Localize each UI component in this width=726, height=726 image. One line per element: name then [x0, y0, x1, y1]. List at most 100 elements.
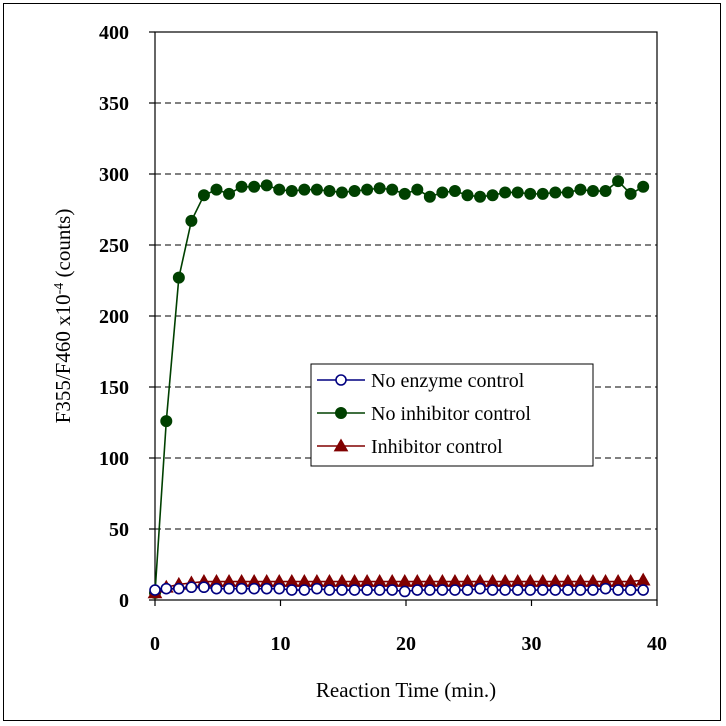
data-point	[499, 584, 511, 596]
data-point	[436, 584, 449, 596]
data-point	[260, 179, 273, 192]
data-point	[562, 584, 574, 596]
y-axis-title-main: F355/F460 x10	[51, 294, 75, 423]
data-point	[411, 183, 424, 196]
data-point	[449, 584, 461, 596]
data-point	[223, 187, 236, 200]
data-point	[386, 584, 398, 596]
legend: No enzyme control No inhibitor control Inh…	[310, 363, 594, 467]
y-tick-label: 0	[119, 590, 129, 612]
x-tick-label: 10	[271, 633, 291, 655]
data-point	[311, 582, 323, 595]
data-point	[285, 185, 298, 198]
data-point	[210, 582, 223, 595]
data-point	[235, 582, 248, 595]
axis-ticks: 0 50 100 150 200 250 300 350 400 0 10 20 30 40	[99, 22, 667, 655]
data-point	[574, 584, 587, 596]
data-point	[461, 189, 474, 202]
data-point	[361, 183, 374, 196]
data-point	[298, 584, 311, 596]
y-tick-label: 400	[99, 22, 129, 44]
series-line	[154, 579, 644, 594]
data-point	[599, 582, 612, 595]
data-point	[411, 584, 424, 596]
data-point	[536, 187, 549, 200]
data-point	[474, 190, 487, 203]
data-point	[511, 186, 524, 199]
data-point	[624, 187, 637, 200]
data-point	[637, 584, 649, 596]
data-point	[612, 584, 624, 596]
x-tick-label: 0	[150, 633, 160, 655]
y-tick-label: 150	[99, 377, 129, 399]
data-point	[323, 584, 336, 596]
legend-label: Inhibitor control	[371, 436, 503, 458]
y-axis-title-suffix: (counts)	[51, 209, 75, 283]
data-point	[185, 214, 198, 227]
data-point	[185, 581, 198, 594]
data-point	[173, 582, 185, 595]
data-point	[235, 180, 248, 193]
y-tick-label: 50	[109, 519, 129, 541]
data-point	[486, 189, 499, 202]
data-point	[398, 585, 411, 598]
y-tick-label: 250	[99, 235, 129, 257]
data-point	[637, 180, 650, 193]
x-axis-title: Reaction Time (min.)	[316, 678, 496, 702]
data-point	[248, 582, 260, 595]
legend-marker	[335, 374, 347, 386]
data-point	[273, 183, 286, 196]
data-point	[310, 183, 323, 196]
series-layer	[147, 175, 651, 599]
data-point	[198, 581, 210, 594]
y-tick-label: 300	[99, 164, 129, 186]
data-point	[348, 584, 361, 596]
data-point	[335, 186, 348, 199]
data-point	[486, 584, 499, 596]
series-line	[154, 180, 644, 593]
data-point	[223, 582, 235, 595]
legend-entry: No enzyme control	[317, 370, 525, 392]
series-1	[149, 581, 649, 598]
data-point	[474, 582, 486, 595]
y-tick-label: 200	[99, 306, 129, 328]
y-axis-title: F355/F460 x10-4 (counts)	[51, 209, 75, 424]
data-point	[524, 584, 537, 596]
data-point	[373, 584, 386, 596]
data-point	[323, 185, 336, 198]
data-point	[536, 584, 549, 596]
data-point	[172, 271, 185, 284]
legend-entry: Inhibitor control	[317, 436, 503, 458]
legend-marker	[335, 407, 347, 419]
x-tick-label: 40	[647, 633, 667, 655]
data-point	[511, 584, 524, 596]
x-tick-label: 30	[522, 633, 542, 655]
legend-box	[310, 363, 594, 467]
data-point	[624, 584, 637, 596]
data-point	[635, 572, 651, 586]
series-3	[147, 572, 651, 599]
data-point	[260, 582, 273, 595]
legend-entry: No inhibitor control	[317, 403, 531, 425]
legend-marker	[333, 438, 349, 452]
data-point	[160, 415, 173, 428]
legend-label: No inhibitor control	[371, 403, 531, 425]
data-point	[149, 584, 161, 596]
data-point	[587, 584, 599, 596]
data-point	[361, 584, 373, 596]
data-point	[599, 185, 612, 198]
data-point	[348, 185, 361, 198]
data-point	[524, 187, 537, 200]
data-point	[448, 185, 461, 198]
y-tick-label: 350	[99, 93, 129, 115]
data-point	[586, 185, 599, 198]
data-point	[298, 183, 311, 196]
data-point	[612, 175, 625, 188]
data-point	[397, 574, 413, 587]
data-point	[423, 190, 436, 203]
data-point	[549, 186, 562, 199]
y-tick-label: 100	[99, 448, 129, 470]
data-point	[461, 584, 474, 596]
data-point	[386, 183, 399, 196]
y-axis-title-superscript: -4	[52, 283, 67, 295]
